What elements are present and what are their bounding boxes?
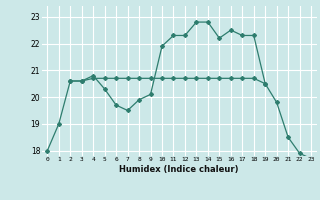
X-axis label: Humidex (Indice chaleur): Humidex (Indice chaleur) <box>119 165 239 174</box>
